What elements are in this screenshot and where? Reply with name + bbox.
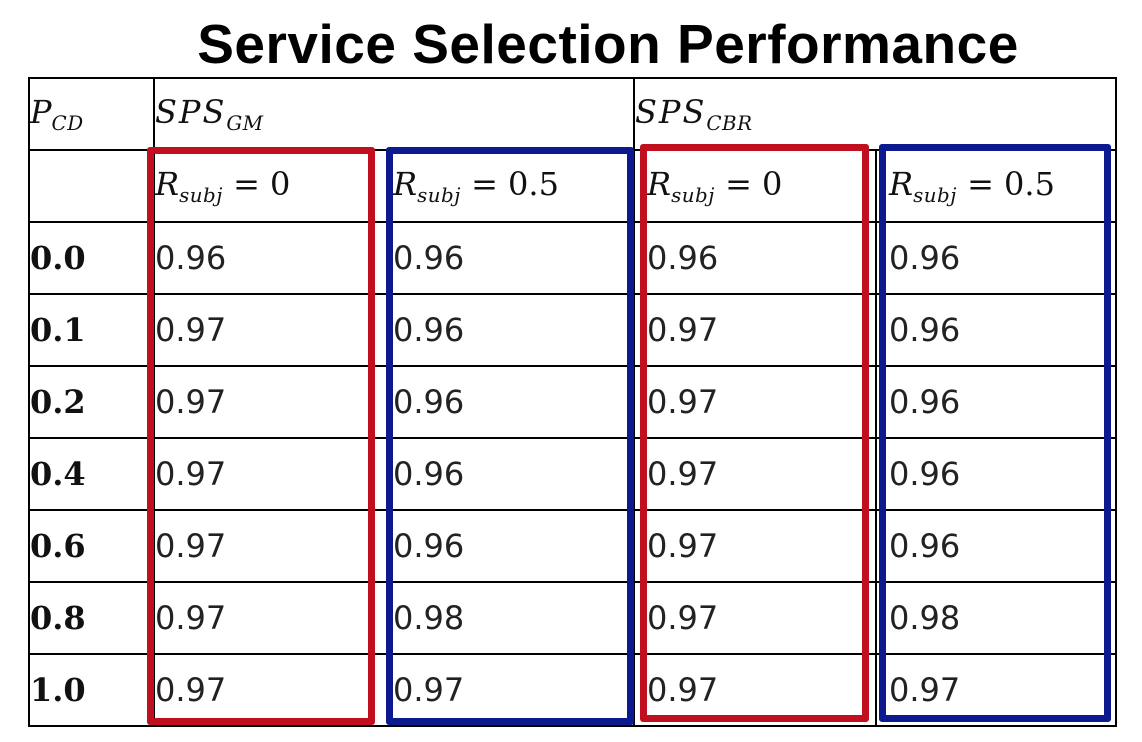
subheader-rsubj-0-5: Rsubj = 0.5 [875, 149, 1117, 223]
group-header-sps-gm: SPSGM [153, 77, 635, 151]
subheader-empty-cell [28, 149, 155, 223]
subheader-row: Rsubj = 0 Rsubj = 0.5 Rsubj = 0 Rsubj = … [28, 149, 1117, 223]
row-label-pcd: 0.0 [28, 221, 155, 295]
value-cell: 0.96 [875, 221, 1117, 295]
table-row: 1.0 0.97 0.97 0.97 0.97 [28, 653, 1117, 727]
row-label-pcd: 0.2 [28, 365, 155, 439]
value-cell: 0.97 [633, 509, 877, 583]
value-cell: 0.98 [391, 581, 635, 655]
value-cell: 0.97 [633, 653, 877, 727]
row-label-pcd: 0.6 [28, 509, 155, 583]
value-cell: 0.97 [633, 293, 877, 367]
value-cell: 0.96 [153, 221, 393, 295]
table-row: 0.2 0.97 0.96 0.97 0.96 [28, 365, 1117, 439]
value-cell: 0.97 [633, 365, 877, 439]
value-cell: 0.96 [875, 365, 1117, 439]
value-cell: 0.97 [153, 365, 393, 439]
value-cell: 0.97 [153, 581, 393, 655]
value-cell: 0.96 [875, 437, 1117, 511]
value-cell: 0.97 [391, 653, 635, 727]
value-cell: 0.96 [875, 293, 1117, 367]
row-label-pcd: 1.0 [28, 653, 155, 727]
page-title: Service Selection Performance [197, 13, 1019, 75]
value-cell: 0.96 [391, 509, 635, 583]
subheader-rsubj-0: Rsubj = 0 [153, 149, 393, 223]
table-row: 0.4 0.97 0.96 0.97 0.96 [28, 437, 1117, 511]
value-cell: 0.97 [633, 437, 877, 511]
value-cell: 0.96 [391, 221, 635, 295]
table-row: 0.1 0.97 0.96 0.97 0.96 [28, 293, 1117, 367]
subheader-rsubj-0: Rsubj = 0 [633, 149, 877, 223]
value-cell: 0.96 [391, 437, 635, 511]
value-cell: 0.98 [875, 581, 1117, 655]
value-cell: 0.97 [153, 437, 393, 511]
row-label-pcd: 0.8 [28, 581, 155, 655]
value-cell: 0.97 [153, 509, 393, 583]
value-cell: 0.96 [391, 293, 635, 367]
value-cell: 0.97 [875, 653, 1117, 727]
value-cell: 0.96 [633, 221, 877, 295]
value-cell: 0.96 [875, 509, 1117, 583]
corner-header-pcd: PCD [28, 77, 155, 151]
row-label-pcd: 0.1 [28, 293, 155, 367]
subheader-rsubj-0-5: Rsubj = 0.5 [391, 149, 635, 223]
table-row: 0.8 0.97 0.98 0.97 0.98 [28, 581, 1117, 655]
group-header-row: PCD SPSGM SPSCBR [28, 77, 1117, 151]
table-row: 0.6 0.97 0.96 0.97 0.96 [28, 509, 1117, 583]
value-cell: 0.97 [153, 293, 393, 367]
table-row: 0.0 0.96 0.96 0.96 0.96 [28, 221, 1117, 295]
value-cell: 0.96 [391, 365, 635, 439]
performance-table: PCD SPSGM SPSCBR Rsubj = 0 Rsubj = 0.5 R… [28, 77, 1117, 727]
group-header-sps-cbr: SPSCBR [633, 77, 1117, 151]
value-cell: 0.97 [633, 581, 877, 655]
row-label-pcd: 0.4 [28, 437, 155, 511]
value-cell: 0.97 [153, 653, 393, 727]
